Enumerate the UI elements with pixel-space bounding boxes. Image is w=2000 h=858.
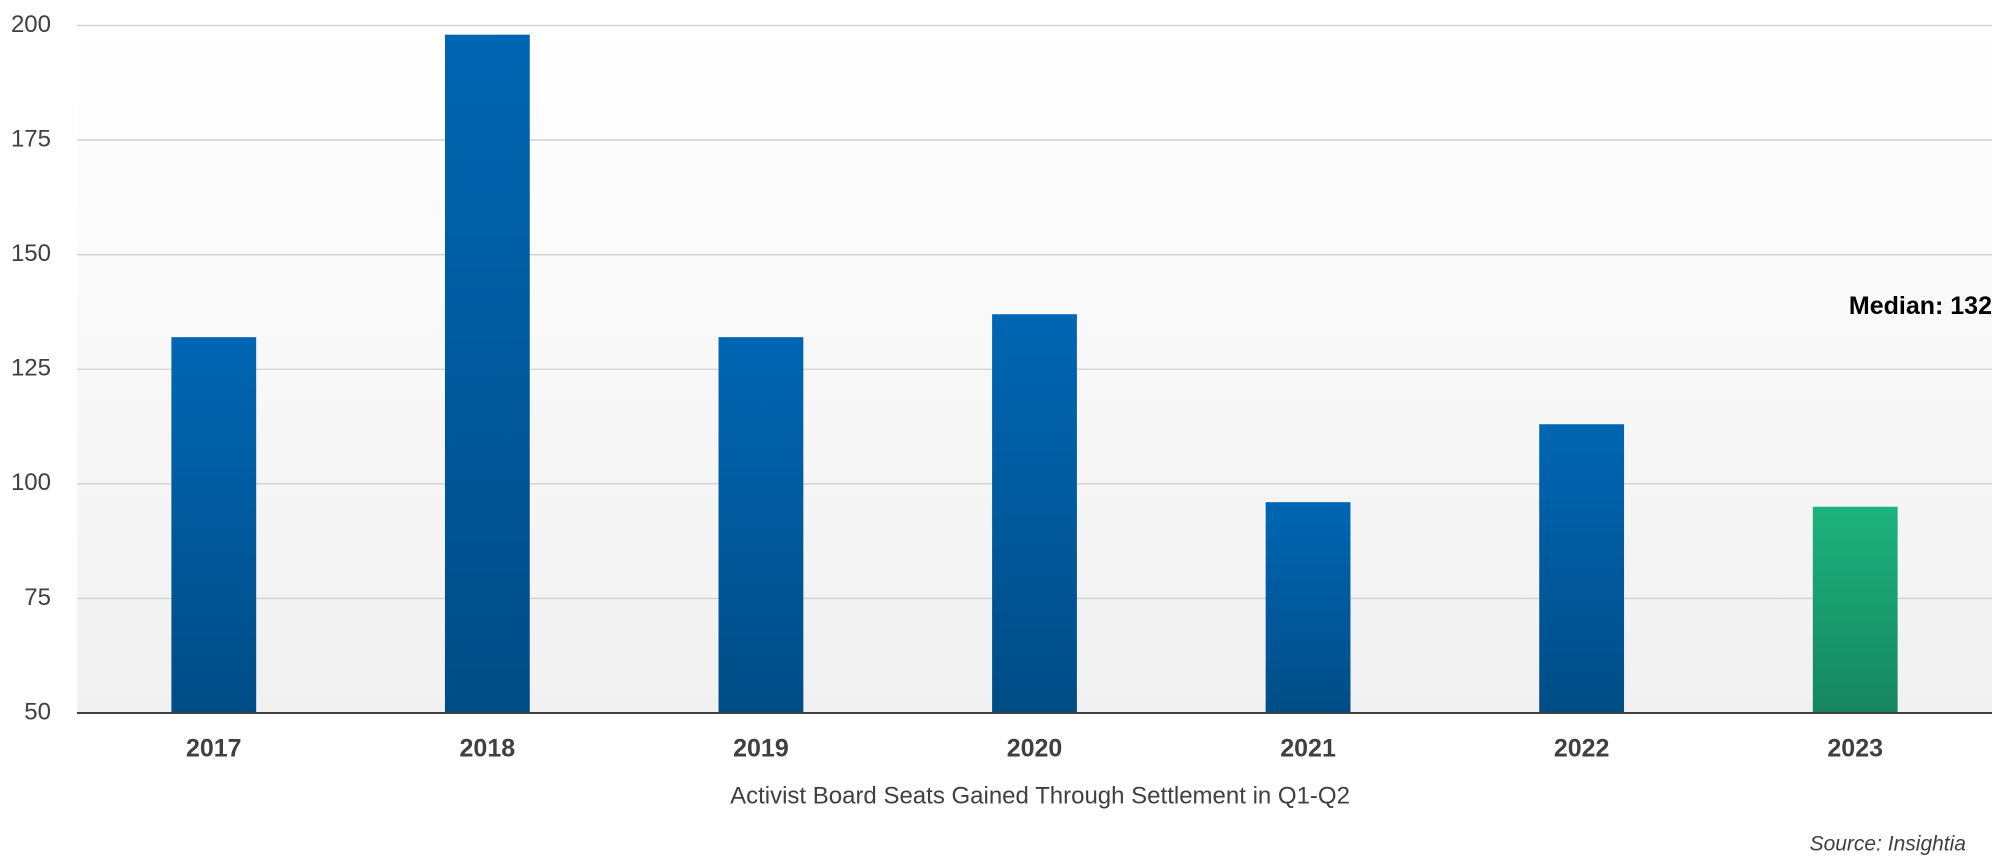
source-note: Source: Insightia — [1810, 833, 1966, 856]
x-tick-label: 2017 — [186, 735, 242, 763]
bar — [1539, 424, 1625, 713]
x-tick-label: 2018 — [460, 735, 516, 763]
y-tick-label: 175 — [11, 125, 51, 152]
bar — [1265, 502, 1351, 713]
y-tick-label: 75 — [24, 584, 51, 611]
y-tick-label: 200 — [11, 11, 51, 38]
median-label: Median: 132 — [1849, 292, 1992, 320]
bar — [992, 314, 1077, 713]
bar — [1812, 506, 1898, 713]
y-tick-label: 125 — [11, 355, 51, 382]
x-tick-label: 2023 — [1827, 735, 1883, 763]
y-tick-label: 150 — [11, 240, 51, 267]
y-tick-label: 50 — [24, 698, 51, 725]
bar — [444, 34, 530, 713]
x-axis-title: Activist Board Seats Gained Through Sett… — [730, 782, 1350, 809]
bar — [171, 337, 257, 713]
x-tick-label: 2019 — [733, 735, 789, 763]
y-tick-label: 100 — [11, 469, 51, 496]
bar — [718, 337, 804, 713]
x-tick-label: 2022 — [1554, 735, 1610, 763]
x-tick-label: 2021 — [1280, 735, 1336, 763]
x-tick-label: 2020 — [1007, 735, 1063, 763]
